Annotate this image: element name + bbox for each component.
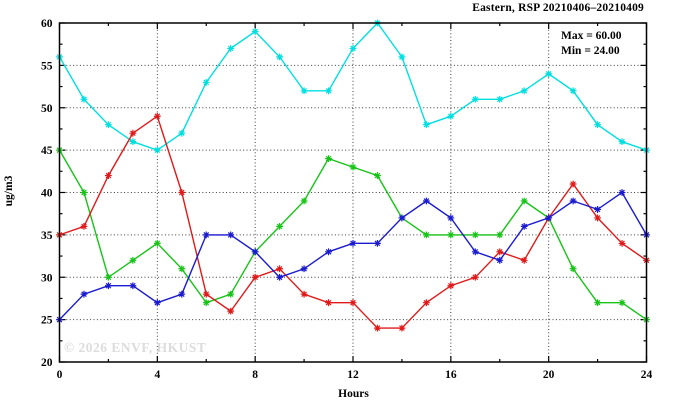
x-tick-label: 12	[347, 369, 359, 381]
y-tick-label: 55	[41, 60, 53, 72]
y-tick-label: 45	[41, 145, 53, 157]
stats-annotation: Max = 60.00 Min = 24.00	[561, 29, 622, 59]
y-tick-label: 20	[41, 357, 53, 369]
tick-labels: 20 25 30 35 40 45 50 55 60 0 4 8 12 16 20 24	[41, 18, 653, 381]
y-tick-label: 30	[41, 272, 53, 284]
min-value-label: Min = 24.00	[561, 45, 620, 57]
y-tick-label: 25	[41, 315, 53, 327]
x-axis-label: Hours	[338, 388, 369, 400]
x-tick-label: 24	[641, 369, 653, 381]
chart-title: Eastern, RSP 20210406–20210409	[472, 2, 644, 14]
axis-ticks	[58, 22, 648, 363]
max-value-label: Max = 60.00	[561, 30, 622, 42]
plot-frame	[58, 22, 648, 363]
y-tick-label: 60	[41, 18, 53, 30]
series-green-line	[58, 149, 647, 321]
x-tick-label: 16	[445, 369, 457, 381]
y-tick-label: 40	[41, 188, 53, 200]
y-tick-label: 35	[41, 230, 53, 242]
watermark: © 2026 ENVF, HKUST	[64, 340, 207, 355]
x-tick-label: 8	[252, 369, 258, 381]
x-tick-label: 4	[154, 369, 160, 381]
y-tick-label: 50	[41, 103, 53, 115]
y-axis-label: ug/m3	[3, 175, 15, 207]
grid-lines	[59, 23, 647, 362]
series-blue	[56, 189, 650, 324]
x-tick-label: 0	[57, 369, 63, 381]
x-tick-label: 20	[543, 369, 555, 381]
series-cyan-line	[58, 21, 647, 151]
